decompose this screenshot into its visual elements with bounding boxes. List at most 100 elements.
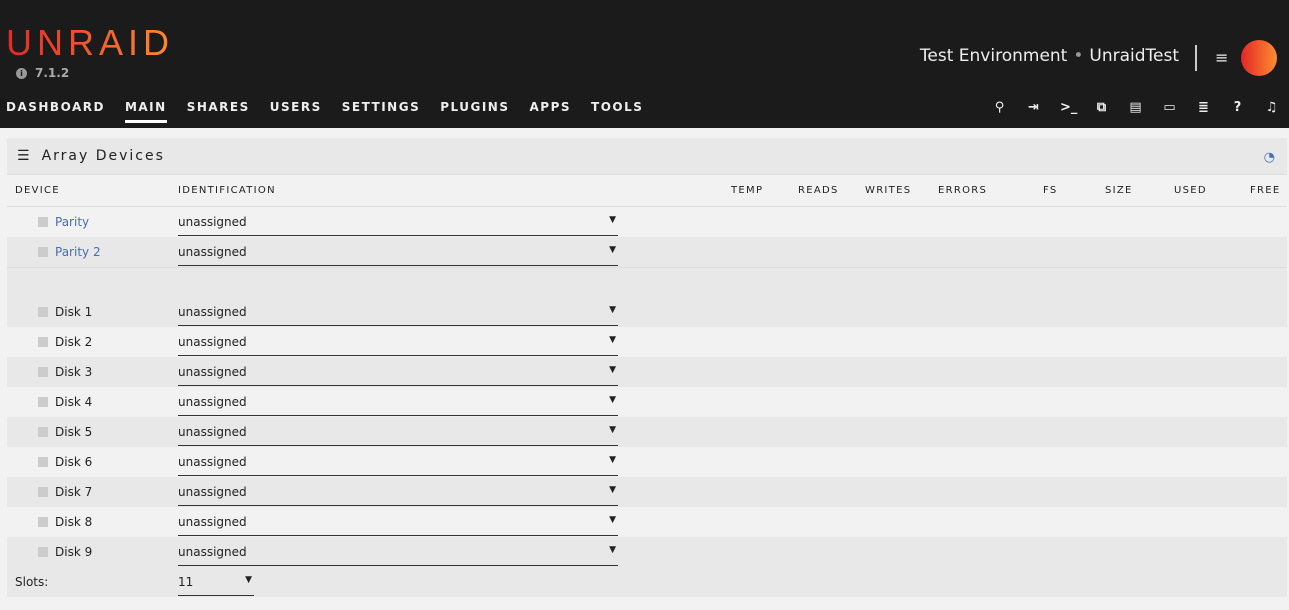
dropdown-arrow-icon: ▼	[609, 455, 616, 465]
dashboard-icon[interactable]: ◔	[1263, 150, 1277, 165]
slots-select[interactable]: 11 ▼	[178, 567, 254, 596]
status-indicator	[38, 367, 48, 377]
device-row: Disk 5 unassigned ▼	[7, 417, 1287, 447]
device-row: Disk 7 unassigned ▼	[7, 477, 1287, 507]
help-icon[interactable]: ?	[1233, 100, 1242, 115]
status-indicator	[38, 487, 48, 497]
avatar[interactable]	[1241, 40, 1277, 76]
menu-icon[interactable]: ≡	[1215, 48, 1229, 67]
top-bar: UNRAID i 7.1.2 DASHBOARD MAIN SHARES USER…	[0, 0, 1289, 128]
panel-title: ☰ Array Devices ◔	[7, 138, 1287, 175]
main-nav: DASHBOARD MAIN SHARES USERS SETTINGS PLU…	[6, 100, 643, 123]
monitor-icon[interactable]: ▭	[1163, 100, 1176, 115]
device-row: Disk 9 unassigned ▼	[7, 537, 1287, 567]
device-name[interactable]: Parity	[55, 215, 90, 229]
status-indicator	[38, 217, 48, 227]
col-writes: WRITES	[865, 185, 912, 196]
dropdown-arrow-icon: ▼	[609, 365, 616, 375]
version[interactable]: i 7.1.2	[16, 66, 69, 80]
device-row: Disk 3 unassigned ▼	[7, 357, 1287, 387]
device-name: Disk 9	[55, 545, 93, 559]
col-device: DEVICE	[15, 185, 60, 196]
device-select[interactable]: unassigned ▼	[178, 357, 618, 386]
dropdown-arrow-icon: ▼	[609, 215, 616, 225]
device-select[interactable]: unassigned ▼	[178, 237, 618, 266]
nav-users[interactable]: USERS	[269, 100, 322, 114]
device-select[interactable]: unassigned ▼	[178, 387, 618, 416]
slots-label: Slots:	[15, 575, 49, 589]
search-icon[interactable]: ⚲	[994, 100, 1005, 115]
col-free: FREE	[1250, 185, 1281, 196]
device-select[interactable]: unassigned ▼	[178, 417, 618, 446]
nav-dashboard[interactable]: DASHBOARD	[6, 100, 105, 114]
logout-icon[interactable]: ⇥	[1028, 100, 1039, 115]
status-indicator	[38, 307, 48, 317]
device-name[interactable]: Parity 2	[55, 245, 101, 259]
col-fs: FS	[1043, 185, 1058, 196]
device-select[interactable]: unassigned ▼	[178, 297, 618, 326]
device-name: Disk 1	[55, 305, 93, 319]
device-name: Disk 7	[55, 485, 93, 499]
col-identification: IDENTIFICATION	[178, 185, 276, 196]
device-row: Disk 4 unassigned ▼	[7, 387, 1287, 417]
dropdown-arrow-icon: ▼	[609, 305, 616, 315]
nav-main[interactable]: MAIN	[124, 100, 167, 123]
device-select[interactable]: unassigned ▼	[178, 207, 618, 236]
device-name: Disk 3	[55, 365, 93, 379]
device-select[interactable]: unassigned ▼	[178, 507, 618, 536]
slots-row: Slots: 11 ▼	[7, 567, 1287, 597]
dropdown-arrow-icon: ▼	[609, 245, 616, 255]
server-info: Test Environment • UnraidTest	[919, 46, 1179, 66]
device-row: Disk 8 unassigned ▼	[7, 507, 1287, 537]
dropdown-arrow-icon: ▼	[609, 515, 616, 525]
device-row: Disk 2 unassigned ▼	[7, 327, 1287, 357]
device-name: Disk 6	[55, 455, 93, 469]
status-indicator	[38, 517, 48, 527]
dropdown-arrow-icon: ▼	[245, 575, 252, 585]
status-indicator	[38, 397, 48, 407]
status-indicator	[38, 337, 48, 347]
nav-settings[interactable]: SETTINGS	[341, 100, 421, 114]
copy-icon[interactable]: ⧉	[1096, 100, 1107, 115]
device-row: Parity unassigned ▼	[7, 207, 1287, 237]
col-temp: TEMP	[731, 185, 764, 196]
col-reads: READS	[798, 185, 839, 196]
device-select[interactable]: unassigned ▼	[178, 537, 618, 566]
toolbar-icons: ⚲ ⇥ >_ ⧉ ▤ ▭ ≣ ? ♫	[992, 100, 1279, 115]
device-row: Parity 2 unassigned ▼	[7, 237, 1287, 267]
bell-icon[interactable]: ♫	[1265, 100, 1278, 115]
device-name: Disk 2	[55, 335, 93, 349]
status-indicator	[38, 457, 48, 467]
status-indicator	[38, 427, 48, 437]
feedback-icon[interactable]: ▤	[1129, 100, 1142, 115]
device-row: Disk 1 unassigned ▼	[7, 297, 1287, 327]
status-indicator	[38, 547, 48, 557]
array-devices-panel: ☰ Array Devices ◔ DEVICE IDENTIFICATION TE…	[7, 138, 1287, 597]
nav-shares[interactable]: SHARES	[186, 100, 250, 114]
device-name: Disk 8	[55, 515, 93, 529]
dropdown-arrow-icon: ▼	[609, 545, 616, 555]
col-used: USED	[1174, 185, 1207, 196]
device-select[interactable]: unassigned ▼	[178, 447, 618, 476]
unraid-logo[interactable]: UNRAID	[6, 22, 175, 63]
terminal-icon[interactable]: >_	[1060, 100, 1078, 115]
database-icon: ☰	[17, 148, 32, 164]
dropdown-arrow-icon: ▼	[609, 335, 616, 345]
dropdown-arrow-icon: ▼	[609, 485, 616, 495]
status-indicator	[38, 247, 48, 257]
dropdown-arrow-icon: ▼	[609, 395, 616, 405]
device-name: Disk 4	[55, 395, 93, 409]
device-row: Disk 6 unassigned ▼	[7, 447, 1287, 477]
dropdown-arrow-icon: ▼	[609, 425, 616, 435]
spacer-row	[7, 267, 1287, 297]
device-name: Disk 5	[55, 425, 93, 439]
info-icon: i	[16, 67, 27, 79]
device-select[interactable]: unassigned ▼	[178, 327, 618, 356]
nav-tools[interactable]: TOOLS	[591, 100, 644, 114]
log-icon[interactable]: ≣	[1198, 100, 1209, 115]
col-size: SIZE	[1105, 185, 1133, 196]
col-errors: ERRORS	[938, 185, 988, 196]
nav-plugins[interactable]: PLUGINS	[440, 100, 510, 114]
device-select[interactable]: unassigned ▼	[178, 477, 618, 506]
nav-apps[interactable]: APPS	[529, 100, 572, 114]
